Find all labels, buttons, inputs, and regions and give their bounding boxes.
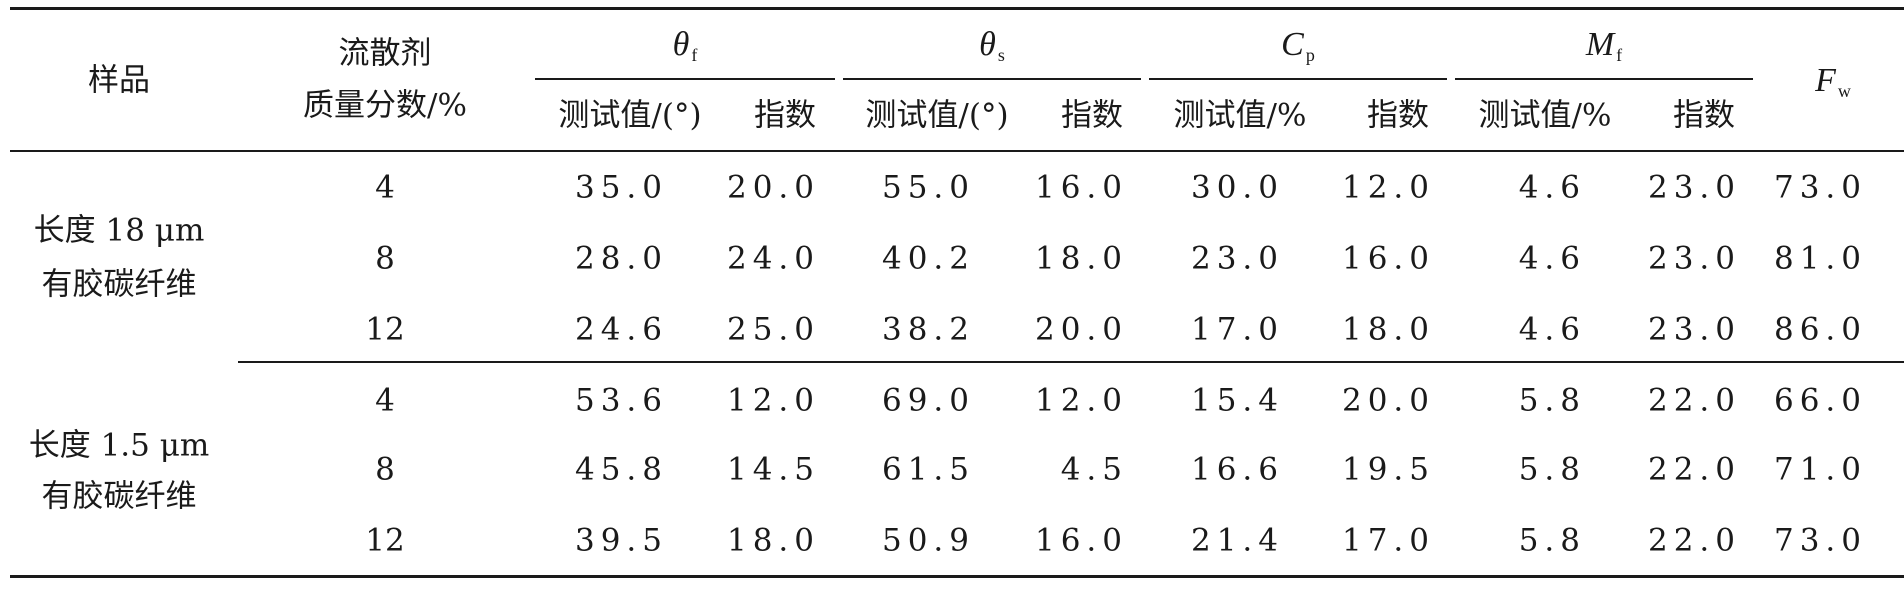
- cell-dispersant: 4: [375, 382, 395, 419]
- cell-value: 50.9: [881, 522, 975, 559]
- cell-dispersant: 12: [365, 522, 405, 559]
- cell-value: 55.0: [881, 169, 975, 206]
- cell-value: 17.0: [1341, 522, 1435, 559]
- cell-value: 23.0: [1647, 311, 1741, 348]
- top-rule: [10, 7, 1904, 10]
- header-index-theta-s: 指数: [1061, 97, 1123, 134]
- cell-value: 14.5: [726, 451, 820, 488]
- sample-label-line1: 长度 1.5 μm: [28, 427, 210, 464]
- cell-value: 61.5: [881, 451, 975, 488]
- cell-value: 86.0: [1773, 311, 1867, 348]
- cell-value: 4.6: [1518, 169, 1586, 206]
- group-rule-theta-s: [843, 78, 1141, 80]
- header-measured-cp: 测试值/%: [1173, 97, 1307, 134]
- cell-value: 39.5: [574, 522, 668, 559]
- header-index-cp: 指数: [1367, 97, 1429, 134]
- sample-label-line2: 有胶碳纤维: [41, 478, 197, 515]
- cell-value: 22.0: [1647, 382, 1741, 419]
- cell-value: 38.2: [881, 311, 975, 348]
- group-rule-mf: [1455, 78, 1753, 80]
- cell-value: 20.0: [1034, 311, 1128, 348]
- cell-dispersant: 4: [375, 169, 395, 206]
- cell-value: 5.8: [1518, 451, 1586, 488]
- cell-value: 12.0: [1034, 382, 1128, 419]
- cell-value: 21.4: [1190, 522, 1284, 559]
- section-rule: [238, 361, 1904, 363]
- header-dispersant-line2: 质量分数/%: [303, 87, 467, 124]
- cell-value: 53.6: [574, 382, 668, 419]
- cell-value: 81.0: [1773, 240, 1867, 277]
- cell-value: 17.0: [1190, 311, 1284, 348]
- cell-value: 69.0: [881, 382, 975, 419]
- cell-value: 4.6: [1518, 240, 1586, 277]
- cell-value: 73.0: [1773, 522, 1867, 559]
- cell-value: 12.0: [1341, 169, 1435, 206]
- sample-label-line2: 有胶碳纤维: [41, 266, 197, 303]
- header-index-theta-f: 指数: [754, 97, 816, 134]
- header-dispersant-line1: 流散剂: [338, 35, 432, 72]
- group-rule-cp: [1149, 78, 1447, 80]
- cell-value: 4.6: [1518, 311, 1586, 348]
- cell-value: 22.0: [1647, 451, 1741, 488]
- cell-value: 19.5: [1341, 451, 1435, 488]
- cell-value: 5.8: [1518, 522, 1586, 559]
- cell-value: 71.0: [1773, 451, 1867, 488]
- cell-dispersant: 12: [365, 311, 405, 348]
- bottom-rule: [10, 575, 1904, 578]
- header-index-mf: 指数: [1673, 97, 1735, 134]
- cell-value: 12.0: [726, 382, 820, 419]
- cell-value: 25.0: [726, 311, 820, 348]
- group-rule-theta-f: [535, 78, 835, 80]
- cell-value: 16.0: [1034, 169, 1128, 206]
- cell-value: 23.0: [1647, 240, 1741, 277]
- cell-value: 18.0: [726, 522, 820, 559]
- cell-value: 73.0: [1773, 169, 1867, 206]
- cell-value: 15.4: [1190, 382, 1284, 419]
- cell-value: 20.0: [726, 169, 820, 206]
- cell-value: 66.0: [1773, 382, 1867, 419]
- cell-value: 40.2: [881, 240, 975, 277]
- cell-dispersant: 8: [375, 240, 395, 277]
- cell-value: 4.5: [1060, 451, 1128, 488]
- cell-value: 24.6: [574, 311, 668, 348]
- cell-value: 24.0: [726, 240, 820, 277]
- cell-value: 35.0: [574, 169, 668, 206]
- cell-value: 23.0: [1647, 169, 1741, 206]
- cell-value: 20.0: [1341, 382, 1435, 419]
- cell-value: 18.0: [1034, 240, 1128, 277]
- header-measured-theta-f: 测试值/(°): [558, 97, 702, 134]
- header-rule: [10, 150, 1904, 152]
- header-measured-mf: 测试值/%: [1478, 97, 1612, 134]
- cell-value: 5.8: [1518, 382, 1586, 419]
- sample-label-line1: 长度 18 μm: [33, 212, 205, 249]
- cell-value: 30.0: [1190, 169, 1284, 206]
- cell-value: 22.0: [1647, 522, 1741, 559]
- cell-value: 18.0: [1341, 311, 1435, 348]
- cell-value: 45.8: [574, 451, 668, 488]
- header-sample: 样品: [88, 62, 150, 99]
- cell-dispersant: 8: [375, 451, 395, 488]
- cell-value: 16.0: [1034, 522, 1128, 559]
- cell-value: 23.0: [1190, 240, 1284, 277]
- cell-value: 16.6: [1190, 451, 1284, 488]
- cell-value: 28.0: [574, 240, 668, 277]
- cell-value: 16.0: [1341, 240, 1435, 277]
- header-measured-theta-s: 测试值/(°): [865, 97, 1009, 134]
